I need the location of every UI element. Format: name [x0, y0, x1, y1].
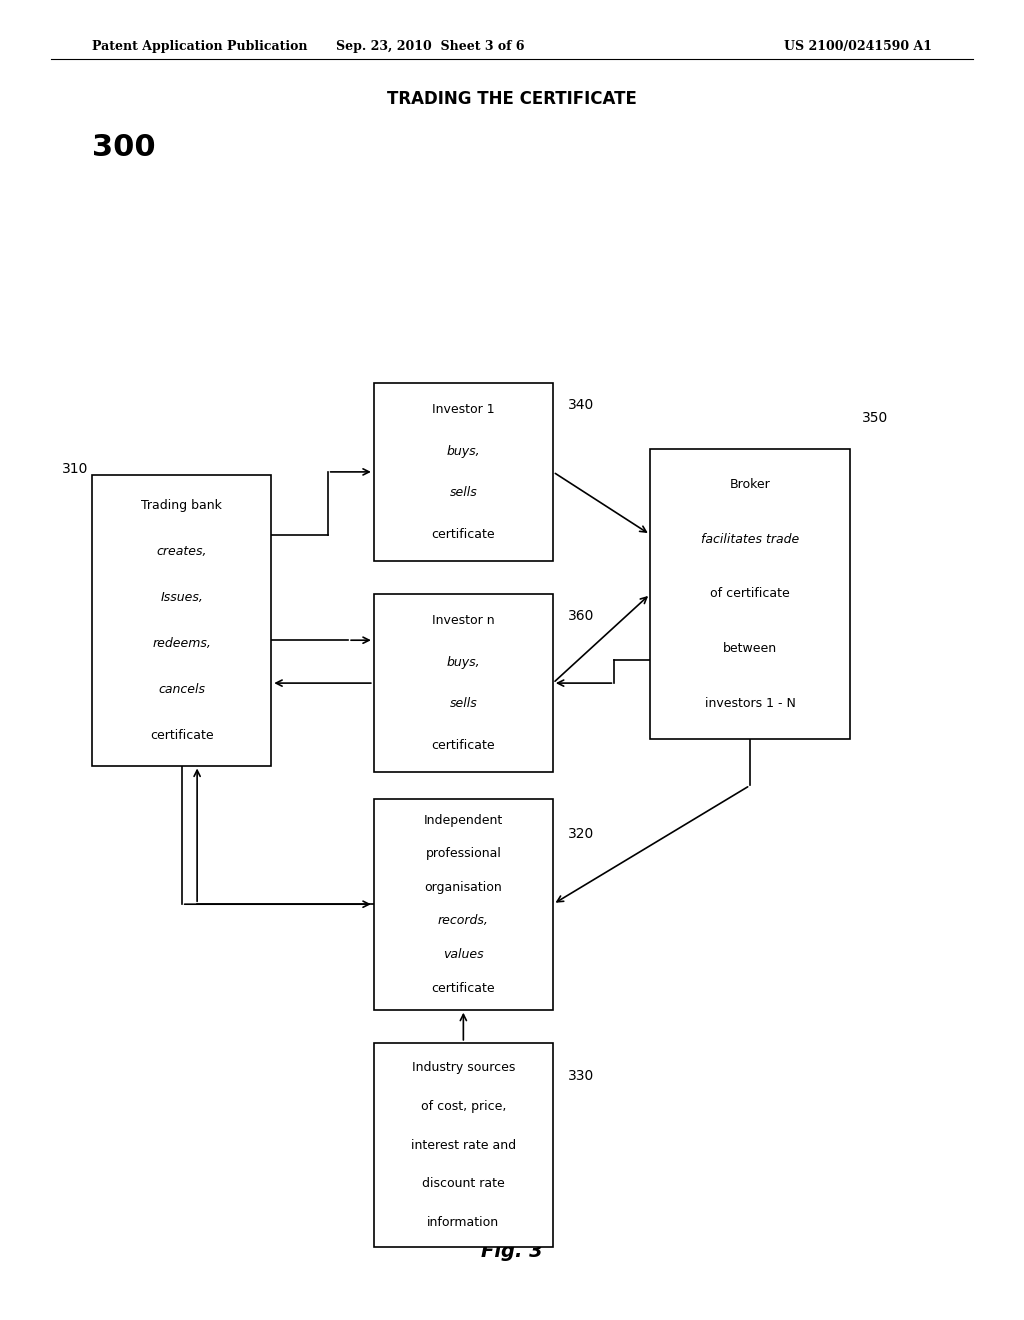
Text: Broker: Broker	[730, 478, 770, 491]
Text: investors 1 - N: investors 1 - N	[705, 697, 796, 710]
Text: facilitates trade: facilitates trade	[701, 533, 799, 545]
Text: Patent Application Publication: Patent Application Publication	[92, 40, 307, 53]
Text: cancels: cancels	[159, 682, 205, 696]
Text: of certificate: of certificate	[711, 587, 790, 601]
Text: redeems,: redeems,	[153, 638, 211, 649]
Text: certificate: certificate	[431, 982, 496, 994]
Text: buys,: buys,	[446, 445, 480, 458]
Text: Fig. 3: Fig. 3	[481, 1242, 543, 1261]
Text: 340: 340	[568, 399, 595, 412]
Text: 360: 360	[568, 610, 595, 623]
FancyBboxPatch shape	[374, 594, 553, 772]
Text: Investor 1: Investor 1	[432, 403, 495, 416]
Text: of cost, price,: of cost, price,	[421, 1100, 506, 1113]
Text: sells: sells	[450, 486, 477, 499]
FancyBboxPatch shape	[374, 383, 553, 561]
FancyBboxPatch shape	[374, 799, 553, 1010]
Text: US 2100/0241590 A1: US 2100/0241590 A1	[783, 40, 932, 53]
Text: information: information	[427, 1216, 500, 1229]
Text: organisation: organisation	[425, 880, 502, 894]
Text: between: between	[723, 643, 777, 655]
Text: interest rate and: interest rate and	[411, 1139, 516, 1151]
Text: certificate: certificate	[431, 739, 496, 752]
Text: certificate: certificate	[150, 729, 214, 742]
Text: 300: 300	[92, 133, 156, 162]
Text: TRADING THE CERTIFICATE: TRADING THE CERTIFICATE	[387, 90, 637, 108]
Text: Issues,: Issues,	[161, 591, 203, 603]
FancyBboxPatch shape	[650, 449, 850, 739]
Text: 330: 330	[568, 1069, 595, 1082]
Text: records,: records,	[438, 915, 488, 928]
FancyBboxPatch shape	[92, 475, 271, 766]
Text: 350: 350	[862, 412, 889, 425]
Text: Trading bank: Trading bank	[141, 499, 222, 512]
Text: 310: 310	[61, 462, 88, 475]
Text: Independent: Independent	[424, 814, 503, 826]
Text: creates,: creates,	[157, 545, 207, 558]
Text: professional: professional	[425, 847, 502, 861]
Text: buys,: buys,	[446, 656, 480, 669]
Text: discount rate: discount rate	[422, 1177, 505, 1191]
Text: Industry sources: Industry sources	[412, 1061, 515, 1074]
Text: values: values	[443, 948, 483, 961]
Text: Sep. 23, 2010  Sheet 3 of 6: Sep. 23, 2010 Sheet 3 of 6	[336, 40, 524, 53]
Text: sells: sells	[450, 697, 477, 710]
FancyBboxPatch shape	[374, 1043, 553, 1247]
Text: certificate: certificate	[431, 528, 496, 541]
Text: Investor n: Investor n	[432, 614, 495, 627]
Text: 320: 320	[568, 828, 595, 841]
